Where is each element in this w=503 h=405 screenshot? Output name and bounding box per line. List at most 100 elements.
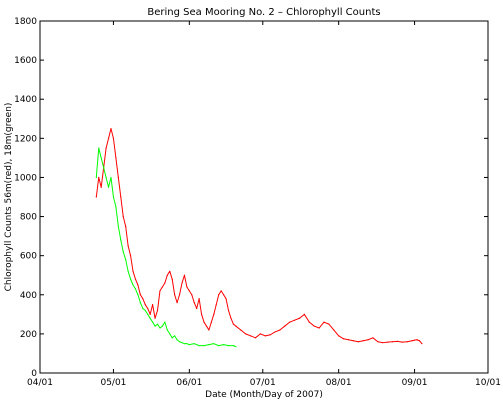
data-point-18m (142, 307, 144, 310)
data-point-56m (249, 335, 252, 337)
data-point-56m (318, 327, 320, 329)
data-point-18m (107, 186, 110, 188)
data-point-18m (183, 343, 186, 345)
y-tick-label: 400 (20, 291, 37, 301)
data-point-18m (120, 239, 122, 241)
data-point-56m (169, 270, 171, 272)
data-point-56m (176, 302, 178, 304)
data-point-56m (188, 290, 190, 292)
data-point-56m (240, 329, 242, 331)
data-point-56m (208, 329, 210, 331)
data-point-18m (203, 345, 205, 347)
data-point-56m (213, 313, 215, 315)
x-tick-label: 08/01 (326, 378, 352, 388)
data-point-18m (103, 167, 105, 169)
data-point-56m (112, 137, 115, 139)
data-point-18m (178, 341, 181, 343)
y-tick-label: 0 (31, 369, 37, 379)
data-point-18m (117, 225, 119, 227)
y-tick-label: 1000 (14, 173, 37, 183)
data-point-56m (259, 333, 261, 335)
data-point-56m (105, 147, 107, 149)
data-point-56m (210, 321, 212, 323)
data-point-18m (139, 302, 141, 304)
y-tick-label: 200 (20, 330, 37, 340)
data-point-56m (152, 303, 154, 306)
data-point-18m (127, 270, 129, 272)
data-point-56m (235, 325, 237, 327)
data-point-56m (303, 313, 305, 315)
data-point-56m (215, 303, 217, 306)
data-point-18m (171, 337, 173, 339)
y-axis-label: Chlorophyll Counts 56m(red), 18m(green) (4, 103, 14, 292)
data-point-56m (147, 307, 149, 310)
data-point-56m (323, 321, 325, 323)
data-point-56m (139, 294, 141, 296)
plot-frame (39, 20, 489, 374)
data-point-56m (367, 339, 369, 341)
data-point-56m (98, 176, 100, 179)
data-point-18m (208, 344, 210, 346)
series-18m (95, 147, 237, 348)
data-point-56m (401, 341, 403, 343)
data-point-56m (183, 274, 186, 276)
data-point-18m (174, 335, 176, 337)
y-tick-label: 1200 (14, 134, 37, 144)
data-point-56m (223, 294, 225, 296)
data-point-56m (164, 282, 166, 284)
data-point-56m (220, 290, 222, 292)
x-tick-label: 05/01 (100, 378, 126, 388)
data-point-18m (105, 176, 107, 179)
data-point-56m (110, 127, 112, 130)
data-point-56m (382, 342, 384, 344)
data-point-56m (264, 335, 266, 337)
data-point-56m (230, 317, 232, 319)
data-point-18m (161, 325, 163, 327)
data-point-18m (100, 157, 102, 159)
data-point-18m (218, 345, 220, 347)
data-point-18m (156, 323, 159, 325)
y-tick-label: 1600 (14, 56, 37, 66)
data-point-56m (328, 323, 330, 325)
data-point-56m (186, 286, 188, 288)
data-point-56m (218, 294, 220, 296)
data-point-56m (352, 340, 354, 342)
data-point-18m (169, 333, 171, 335)
data-point-18m (213, 343, 215, 345)
data-point-56m (333, 329, 335, 331)
data-point-56m (122, 215, 124, 218)
data-point-56m (406, 341, 408, 343)
data-point-56m (313, 325, 315, 327)
data-point-56m (289, 321, 291, 323)
data-point-56m (198, 298, 200, 300)
data-point-56m (127, 245, 129, 247)
data-point-56m (347, 339, 350, 341)
data-point-18m (144, 309, 146, 312)
data-point-56m (200, 313, 203, 315)
data-point-56m (391, 341, 394, 343)
tick-layer: 04/01 05/01 06/01 07/01 08/01 09/01 10/01 0 200 4… (14, 17, 501, 388)
data-point-56m (156, 309, 159, 312)
data-point-56m (137, 284, 139, 286)
x-axis-label: Date (Month/Day of 2007) (205, 390, 323, 400)
data-point-18m (159, 327, 161, 329)
data-point-56m (129, 255, 132, 257)
data-point-56m (95, 196, 97, 198)
series-56m (95, 127, 423, 345)
data-point-56m (269, 334, 271, 336)
y-tick-label: 800 (20, 213, 37, 223)
y-tick-label: 1400 (14, 95, 37, 105)
y-tick-label: 600 (20, 252, 37, 262)
data-point-56m (245, 333, 247, 335)
data-point-56m (418, 340, 421, 342)
data-point-18m (132, 284, 134, 286)
data-point-56m (362, 340, 364, 342)
data-point-18m (147, 313, 149, 315)
data-point-56m (144, 303, 146, 306)
data-point-56m (338, 335, 340, 337)
data-point-56m (357, 341, 359, 343)
data-point-18m (232, 345, 234, 347)
data-point-56m (100, 186, 102, 188)
